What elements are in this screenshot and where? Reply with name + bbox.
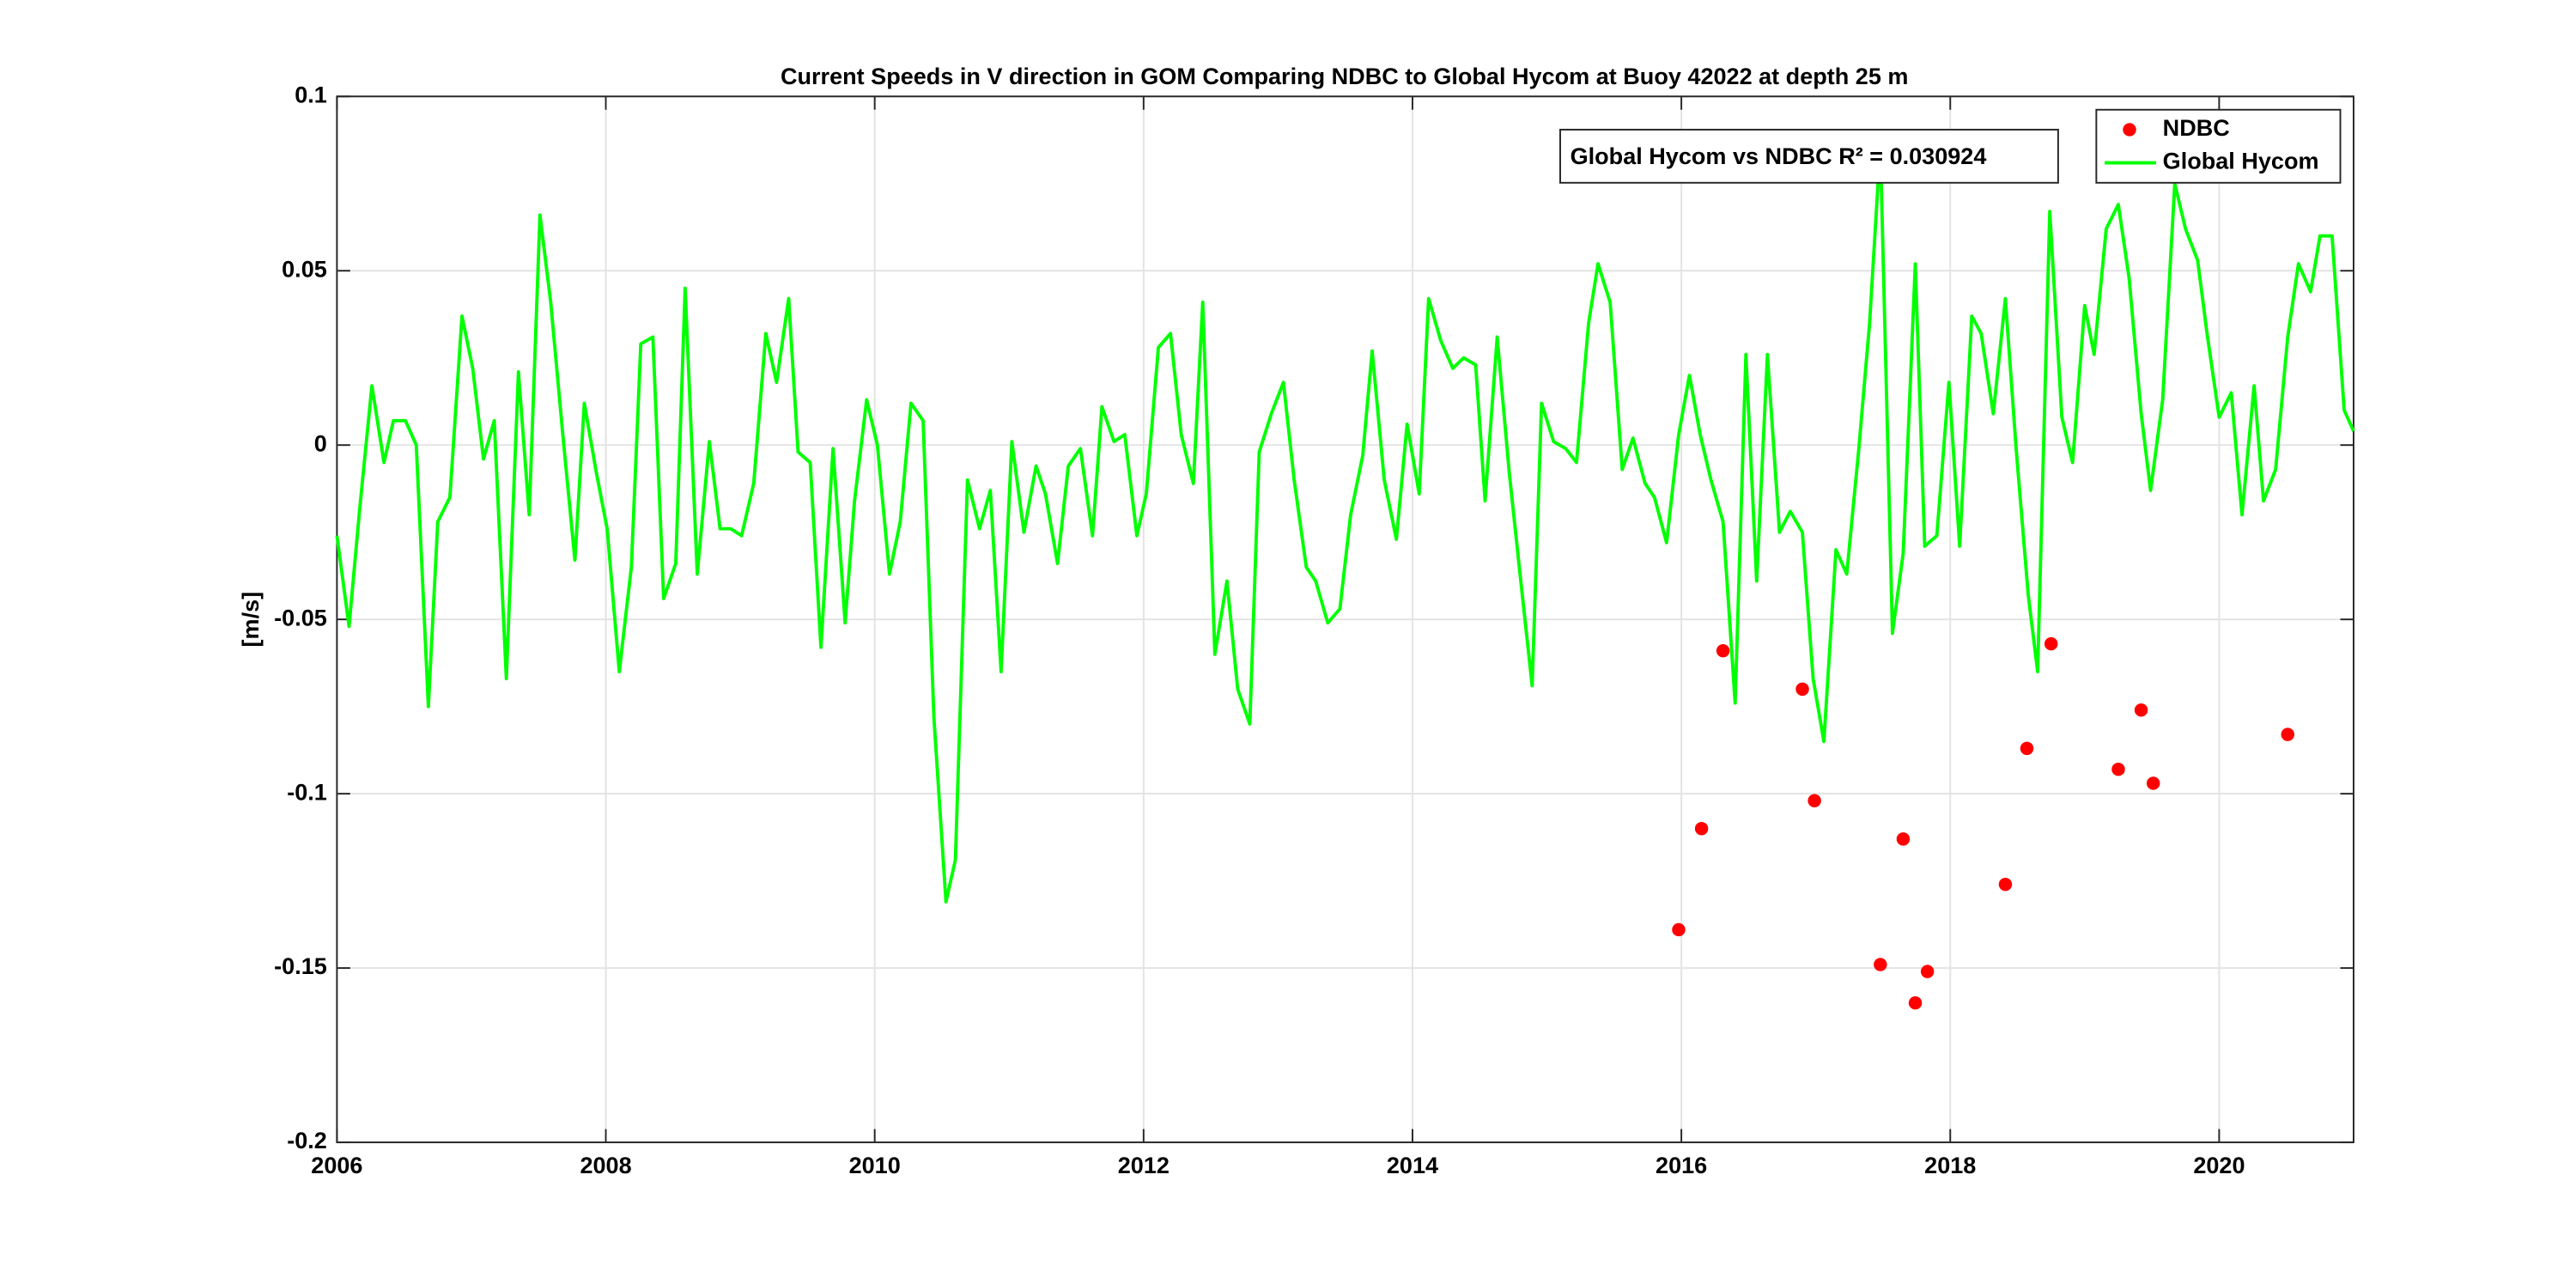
y-tick-label: 0.05 <box>282 256 327 282</box>
x-tick-label: 2020 <box>2193 1153 2245 1178</box>
data-line <box>335 143 2355 904</box>
x-tick-label: 2016 <box>1656 1153 1707 1178</box>
data-point <box>1874 958 1887 971</box>
data-point <box>2111 762 2125 776</box>
data-point <box>2281 727 2294 741</box>
y-tick-label: -0.1 <box>287 779 327 805</box>
legend: NDBC Global Hycom <box>2095 108 2342 184</box>
x-tick-label: 2014 <box>1387 1153 1438 1178</box>
data-point <box>1908 995 1923 1010</box>
y-tick-label: 0 <box>314 430 327 456</box>
x-tick-label: 2010 <box>849 1153 901 1178</box>
legend-box <box>2095 108 2342 184</box>
data-point <box>2146 776 2160 790</box>
data-point <box>1998 877 2013 892</box>
data-point <box>1896 832 1911 846</box>
y-tick-label: -0.05 <box>274 605 327 630</box>
marks <box>335 143 2355 1010</box>
x-tick-label: 2006 <box>311 1153 362 1178</box>
plot-frame <box>336 95 2354 1144</box>
y-tick-label: -0.2 <box>287 1128 327 1153</box>
data-point <box>1672 922 1686 937</box>
data-point <box>1694 821 1709 836</box>
data-point <box>2044 636 2058 651</box>
data-point <box>2020 741 2034 756</box>
chart-title: Current Speeds in V direction in GOM Com… <box>781 64 1909 89</box>
x-tick-label: 2012 <box>1118 1153 1170 1178</box>
legend-label: NDBC <box>2163 115 2230 141</box>
x-tick-label: 2008 <box>580 1153 631 1178</box>
data-point <box>1920 965 1935 978</box>
legend-label: Global Hycom <box>2163 149 2319 174</box>
data-point <box>1716 643 1730 658</box>
annotation-box <box>1559 128 2059 184</box>
y-tick-label: -0.15 <box>274 953 327 979</box>
y-axis-label: [m/s] <box>238 592 264 648</box>
y-tick-label: 0.1 <box>295 82 327 107</box>
data-point <box>2134 703 2148 717</box>
data-point <box>1795 682 1809 697</box>
annotation: Global Hycom vs NDBC R² = 0.030924 <box>1571 143 1987 169</box>
data-point <box>1807 794 1821 807</box>
x-tick-label: 2018 <box>1924 1153 1976 1178</box>
legend-marker <box>2123 123 2136 137</box>
